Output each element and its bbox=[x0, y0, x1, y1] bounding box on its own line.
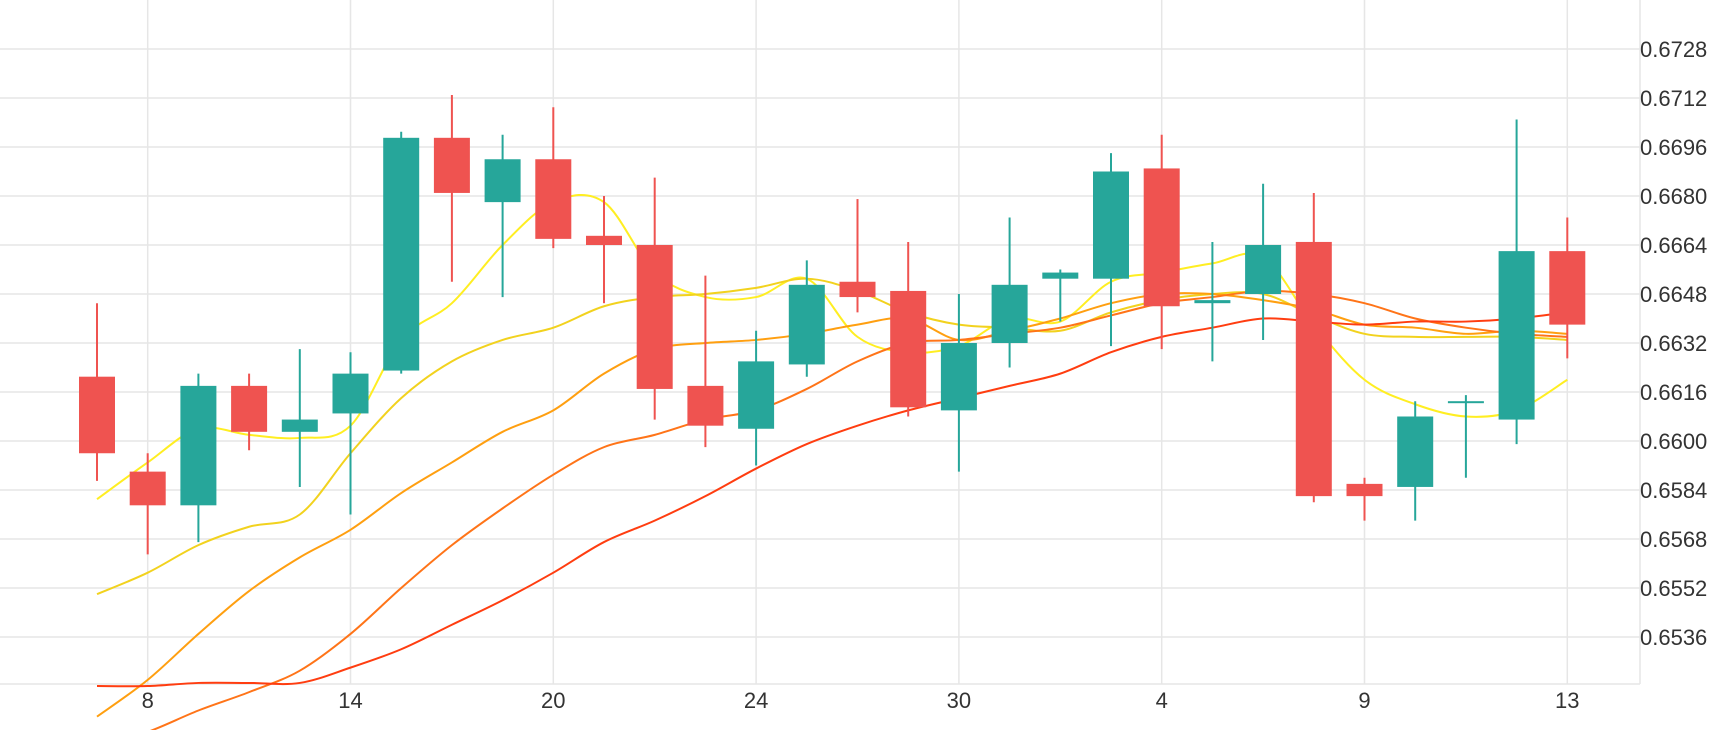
y-tick-label: 0.6696 bbox=[1640, 135, 1707, 160]
candle-body bbox=[332, 373, 369, 414]
candle-up bbox=[383, 131, 420, 374]
candle-up bbox=[1397, 401, 1434, 521]
x-tick-label: 24 bbox=[744, 688, 768, 713]
x-axis-tick-labels: 8 14 20 24 30 4 9 13 bbox=[142, 688, 1580, 713]
candle-body bbox=[1498, 251, 1535, 420]
y-tick-label: 0.6728 bbox=[1640, 37, 1707, 62]
candle-up bbox=[1093, 153, 1129, 347]
candle-down bbox=[636, 177, 673, 420]
candle-body bbox=[1143, 168, 1180, 307]
moving-average-line bbox=[96, 194, 1568, 500]
candle-up bbox=[484, 134, 521, 298]
candle-body bbox=[383, 137, 420, 371]
y-tick-label: 0.6632 bbox=[1640, 331, 1707, 356]
candle-body bbox=[535, 159, 572, 239]
candle-down bbox=[535, 107, 572, 249]
candle-body bbox=[890, 290, 927, 408]
y-tick-label: 0.6680 bbox=[1640, 184, 1707, 209]
y-tick-label: 0.6584 bbox=[1640, 478, 1707, 503]
candle-down bbox=[586, 196, 622, 304]
candle-body bbox=[129, 471, 166, 506]
vertical-gridlines bbox=[146, 0, 1569, 684]
candle-down bbox=[129, 453, 166, 555]
candle-down bbox=[839, 199, 876, 313]
candle-up bbox=[991, 217, 1028, 368]
candle-up bbox=[1498, 119, 1535, 445]
moving-average-line bbox=[149, 289, 1568, 730]
candle-body bbox=[180, 385, 217, 506]
candle-body bbox=[281, 419, 318, 432]
candle-body bbox=[1295, 241, 1332, 497]
candle-body bbox=[484, 159, 521, 203]
candle-up bbox=[281, 349, 318, 487]
candle-down bbox=[79, 303, 115, 481]
candle-body bbox=[687, 385, 724, 426]
candle-down bbox=[687, 275, 724, 448]
candle-up bbox=[1245, 183, 1282, 340]
y-tick-label: 0.6600 bbox=[1640, 429, 1707, 454]
candles bbox=[79, 94, 1586, 555]
candle-down bbox=[1346, 477, 1383, 521]
candle-up bbox=[738, 330, 775, 466]
y-tick-label: 0.6552 bbox=[1640, 576, 1707, 601]
candle-body bbox=[940, 343, 977, 411]
candle-up bbox=[332, 352, 369, 515]
candle-down bbox=[231, 373, 268, 451]
moving-average-line bbox=[96, 292, 1568, 718]
candle-body bbox=[79, 376, 115, 454]
x-tick-label: 9 bbox=[1358, 688, 1370, 713]
x-tick-label: 13 bbox=[1555, 688, 1579, 713]
y-tick-label: 0.6648 bbox=[1640, 282, 1707, 307]
candle-down bbox=[1143, 134, 1180, 350]
candle-body bbox=[1042, 272, 1079, 279]
candle-down bbox=[433, 94, 470, 282]
candle-body bbox=[1093, 171, 1129, 279]
candle-up bbox=[1447, 395, 1484, 478]
candle-up bbox=[1194, 241, 1231, 362]
candle-up bbox=[1042, 269, 1079, 322]
candle-body bbox=[738, 361, 775, 429]
y-tick-label: 0.6712 bbox=[1640, 86, 1707, 111]
moving-average-line bbox=[96, 311, 1568, 688]
candle-down bbox=[1295, 192, 1332, 503]
candle-body bbox=[586, 235, 622, 245]
moving-average-lines bbox=[96, 194, 1568, 730]
y-axis-tick-labels: 0.6728 0.6712 0.6696 0.6680 0.6664 0.6648 0.66… bbox=[1640, 37, 1707, 650]
x-tick-label: 20 bbox=[541, 688, 565, 713]
candle-body bbox=[1397, 416, 1434, 487]
candle-down bbox=[890, 241, 927, 417]
y-tick-label: 0.6616 bbox=[1640, 380, 1707, 405]
candle-body bbox=[1549, 251, 1586, 325]
x-tick-label: 30 bbox=[947, 688, 971, 713]
candle-body bbox=[1346, 483, 1383, 497]
candle-up bbox=[788, 260, 825, 377]
y-tick-label: 0.6664 bbox=[1640, 233, 1707, 258]
candle-up bbox=[180, 373, 217, 543]
candle-up bbox=[940, 294, 977, 472]
candle-down bbox=[1549, 217, 1586, 359]
y-tick-label: 0.6536 bbox=[1640, 625, 1707, 650]
candle-body bbox=[788, 284, 825, 365]
candle-body bbox=[1194, 300, 1231, 304]
candle-body bbox=[991, 284, 1028, 343]
candle-body bbox=[231, 385, 268, 432]
x-tick-label: 14 bbox=[338, 688, 362, 713]
x-tick-label: 8 bbox=[142, 688, 154, 713]
candle-body bbox=[1447, 401, 1484, 404]
y-tick-label: 0.6568 bbox=[1640, 527, 1707, 552]
candle-body bbox=[839, 281, 876, 298]
candle-body bbox=[433, 137, 470, 193]
x-tick-label: 4 bbox=[1156, 688, 1168, 713]
candle-body bbox=[636, 245, 673, 389]
candle-body bbox=[1245, 245, 1282, 294]
